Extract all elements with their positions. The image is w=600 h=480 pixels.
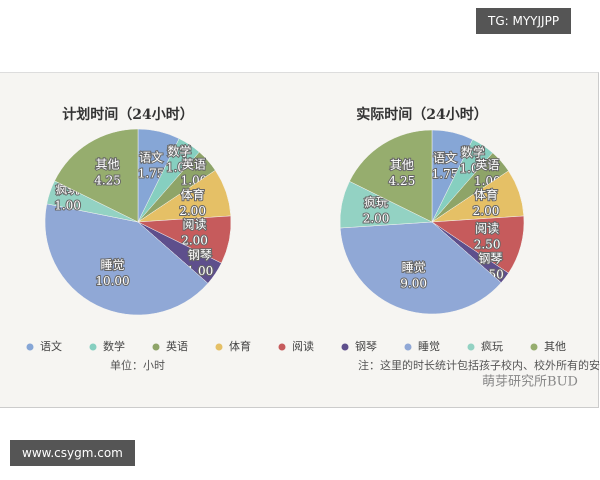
- legend-label: 阅读: [292, 339, 314, 353]
- slice-value: 4.25: [389, 174, 416, 188]
- legend-swatch: [152, 343, 160, 351]
- slice-value: 1.75: [138, 166, 165, 180]
- slice-category: 体育: [181, 187, 205, 202]
- slice-category: 睡觉: [402, 261, 426, 275]
- slice-category: 语文: [139, 149, 163, 164]
- slice-value: 2.00: [181, 234, 208, 248]
- slice-value: 1.00: [54, 199, 81, 213]
- slice-category: 阅读: [183, 218, 207, 232]
- legend-swatch: [215, 343, 223, 351]
- legend-swatch: [89, 343, 97, 351]
- slice-category: 其他: [390, 158, 414, 172]
- source: 萌芽研究所BUD: [482, 375, 578, 390]
- slice-value: 2.00: [179, 204, 206, 218]
- slice-value: 2.50: [474, 237, 501, 251]
- legend-swatch: [404, 343, 412, 351]
- slice-category: 其他: [96, 158, 120, 172]
- slice-category: 数学: [461, 144, 485, 159]
- pie-slice: [339, 221, 502, 315]
- legend-label: 疯玩: [481, 339, 503, 353]
- legend-label: 其他: [544, 340, 566, 353]
- legend-swatch: [341, 343, 349, 351]
- chart-title: 计划时间（24小时）: [62, 106, 193, 123]
- slice-category: 阅读: [475, 221, 499, 235]
- slice-value: 2.00: [473, 204, 500, 218]
- note: 注：这里的时长统计包括孩子校内、校外所有的安排，含课堂学习。: [358, 358, 600, 372]
- slice-category: 睡觉: [100, 258, 124, 272]
- pie-slice: [54, 128, 139, 223]
- legend-label: 钢琴: [355, 340, 377, 353]
- legend-label: 睡觉: [418, 340, 440, 353]
- slice-value: 10.00: [95, 274, 129, 288]
- pie-slice: [44, 203, 209, 316]
- legend-label: 体育: [229, 339, 251, 353]
- watermark: www.csygm.com: [10, 440, 135, 466]
- chart-title: 实际时间（24小时）: [356, 106, 487, 123]
- slice-value: 9.00: [400, 277, 427, 291]
- slice-value: 2.00: [363, 211, 390, 225]
- legend-swatch: [278, 343, 286, 351]
- legend-label: 语文: [40, 339, 62, 353]
- slice-category: 数学: [167, 144, 191, 159]
- slice-value: 4.25: [94, 174, 121, 188]
- slice-category: 体育: [474, 187, 498, 202]
- pie-slice: [349, 129, 433, 223]
- legend-label: 英语: [166, 339, 188, 353]
- slice-value: 1.75: [432, 167, 459, 181]
- legend-label: 数学: [103, 339, 125, 353]
- slice-category: 英语: [182, 157, 206, 171]
- watermark: TG: MYYJJPP: [476, 8, 572, 34]
- slice-category: 语文: [433, 150, 457, 165]
- slice-category: 钢琴: [188, 248, 212, 262]
- legend-swatch: [26, 343, 34, 351]
- slice-category: 英语: [475, 158, 499, 172]
- slice-category: 钢琴: [478, 251, 502, 265]
- unit: 单位：小时: [110, 358, 165, 372]
- legend-swatch: [467, 343, 475, 351]
- legend-swatch: [530, 343, 538, 351]
